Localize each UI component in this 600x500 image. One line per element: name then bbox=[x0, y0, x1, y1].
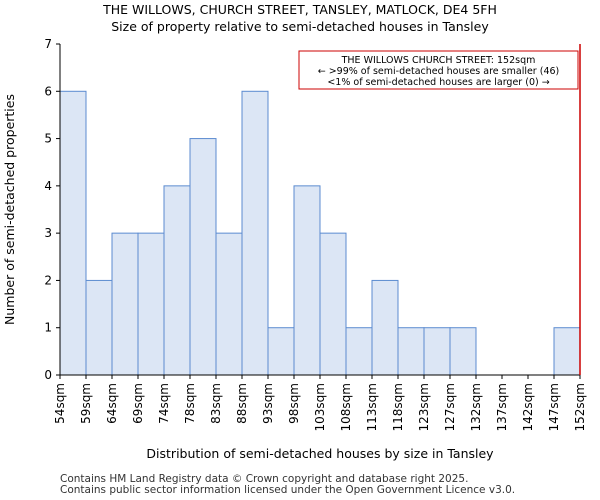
bar-147sqm bbox=[553, 327, 581, 376]
bar-93sqm bbox=[267, 327, 295, 376]
bar-113sqm bbox=[371, 279, 399, 376]
bar-74sqm bbox=[163, 185, 191, 376]
annotation-box bbox=[298, 50, 579, 90]
y-tick-label: 7 bbox=[44, 37, 52, 51]
y-tick-label: 2 bbox=[44, 273, 52, 287]
y-tick-label: 6 bbox=[44, 84, 52, 98]
x-tick-label: 108sqm bbox=[339, 383, 353, 431]
x-tick-label: 137sqm bbox=[495, 383, 509, 431]
x-axis-label: Distribution of semi-detached houses by … bbox=[146, 446, 494, 461]
y-tick-label: 1 bbox=[44, 321, 52, 335]
x-tick-label: 78sqm bbox=[183, 383, 197, 424]
x-tick-label: 59sqm bbox=[79, 383, 93, 424]
bar-108sqm bbox=[345, 327, 373, 376]
y-tick-label: 5 bbox=[44, 132, 52, 146]
chart-title-address: THE WILLOWS, CHURCH STREET, TANSLEY, MAT… bbox=[103, 2, 497, 17]
footer-licence: Contains public sector information licen… bbox=[60, 484, 516, 496]
x-tick-label: 132sqm bbox=[469, 383, 483, 431]
bar-59sqm bbox=[85, 279, 113, 376]
annotation-line: ← >99% of semi-detached houses are small… bbox=[318, 66, 560, 77]
x-tick-label: 69sqm bbox=[131, 383, 145, 424]
bar-103sqm bbox=[319, 232, 347, 376]
bar-78sqm bbox=[189, 138, 217, 376]
x-tick-label: 147sqm bbox=[547, 383, 561, 431]
chart-title: Size of property relative to semi-detach… bbox=[111, 19, 489, 34]
bar-123sqm bbox=[423, 327, 451, 376]
x-tick-label: 64sqm bbox=[105, 383, 119, 424]
bar-83sqm bbox=[215, 232, 243, 376]
bar-98sqm bbox=[293, 185, 321, 376]
y-tick-label: 0 bbox=[44, 368, 52, 382]
x-tick-label: 118sqm bbox=[391, 383, 405, 431]
annotation-line: <1% of semi-detached houses are larger (… bbox=[327, 77, 549, 88]
x-tick-label: 123sqm bbox=[417, 383, 431, 431]
y-tick-label: 4 bbox=[44, 179, 52, 193]
x-tick-label: 152sqm bbox=[573, 383, 587, 431]
x-tick-label: 88sqm bbox=[235, 383, 249, 424]
x-tick-label: 127sqm bbox=[443, 383, 457, 431]
x-tick-label: 113sqm bbox=[365, 383, 379, 431]
x-tick-label: 142sqm bbox=[521, 383, 535, 431]
x-tick-label: 98sqm bbox=[287, 383, 301, 424]
annotation-line: THE WILLOWS CHURCH STREET: 152sqm bbox=[341, 55, 536, 66]
footer-copyright: Contains HM Land Registry data © Crown c… bbox=[60, 473, 469, 485]
x-tick-label: 54sqm bbox=[53, 383, 67, 424]
bar-64sqm bbox=[111, 232, 139, 376]
y-axis-label: Number of semi-detached properties bbox=[2, 94, 17, 325]
x-tick-label: 74sqm bbox=[157, 383, 171, 424]
bar-118sqm bbox=[397, 327, 425, 376]
bar-54sqm bbox=[59, 90, 87, 376]
bar-127sqm bbox=[449, 327, 477, 376]
x-tick-label: 103sqm bbox=[313, 383, 327, 431]
bar-69sqm bbox=[137, 232, 165, 376]
x-tick-label: 93sqm bbox=[261, 383, 275, 424]
x-tick-label: 83sqm bbox=[209, 383, 223, 424]
bar-88sqm bbox=[241, 90, 269, 376]
y-tick-label: 3 bbox=[44, 226, 52, 240]
